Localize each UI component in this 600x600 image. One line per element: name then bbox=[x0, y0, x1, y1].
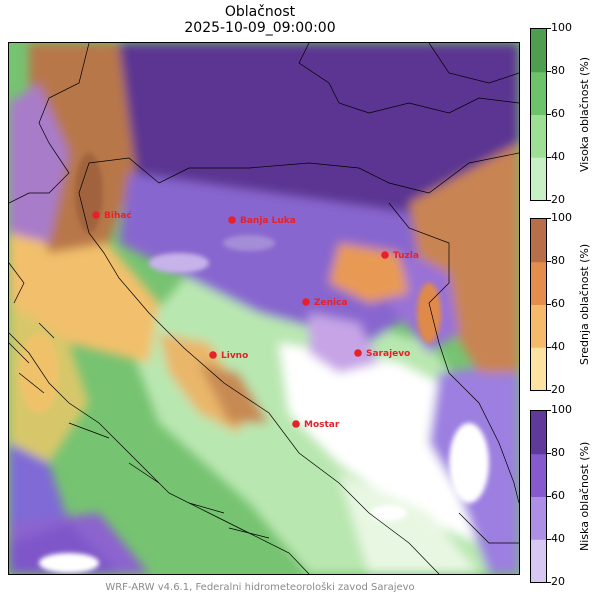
city-marker-sarajevo bbox=[354, 349, 362, 357]
colorbar-tick-label: 20 bbox=[551, 193, 565, 206]
colorbar-label: Visoka oblačnost (%) bbox=[578, 56, 591, 173]
colorbar-tick-label: 20 bbox=[551, 383, 565, 396]
colorbar-tick-label: 60 bbox=[551, 107, 565, 120]
colorbar-tick bbox=[547, 347, 551, 348]
colorbar-tick-label: 40 bbox=[551, 150, 565, 163]
colorbar-tick bbox=[547, 496, 551, 497]
city-label-bihać: Bihać bbox=[104, 210, 132, 221]
colorbar-tick-label: 40 bbox=[551, 532, 565, 545]
country-borders bbox=[9, 43, 519, 574]
colorbar-tick bbox=[547, 71, 551, 72]
colorbar-3 bbox=[530, 410, 547, 583]
colorbar-tick bbox=[547, 157, 551, 158]
cloud-cover-map: Bihać Banja Luka Tuzla Zenica Sarajevo Livno M… bbox=[8, 42, 520, 575]
model-credit: WRF-ARW v4.6.1, Federalni hidrometeorolo… bbox=[105, 582, 415, 593]
city-marker-zenica bbox=[302, 298, 310, 306]
colorbar-swatch bbox=[531, 219, 546, 263]
map-title: Oblačnost bbox=[224, 4, 296, 20]
colorbar-tick-label: 60 bbox=[551, 489, 565, 502]
city-label-tuzla: Tuzla bbox=[393, 251, 419, 261]
colorbar-tick bbox=[547, 410, 551, 411]
colorbar-tick-label: 40 bbox=[551, 340, 565, 353]
colorbar-swatch bbox=[531, 114, 546, 158]
map-timestamp: 2025-10-09_09:00:00 bbox=[184, 20, 336, 36]
colorbar-tick-label: 100 bbox=[551, 403, 572, 416]
city-label-livno: Livno bbox=[221, 351, 248, 361]
colorbar-swatch bbox=[531, 411, 546, 455]
colorbar-tick bbox=[547, 582, 551, 583]
city-label-sarajevo: Sarajevo bbox=[366, 349, 410, 359]
colorbar-tick-label: 60 bbox=[551, 297, 565, 310]
city-layer: Bihać Banja Luka Tuzla Zenica Sarajevo Livno M… bbox=[92, 210, 419, 430]
cloud-detail bbox=[19, 153, 489, 573]
city-label-zenica: Zenica bbox=[314, 298, 348, 308]
colorbar-label: Niska oblačnost (%) bbox=[578, 441, 591, 552]
city-marker-mostar bbox=[292, 420, 300, 428]
city-marker-tuzla bbox=[381, 251, 389, 259]
colorbar-swatch bbox=[531, 71, 546, 115]
colorbar-swatch bbox=[531, 304, 546, 348]
colorbar-tick bbox=[547, 200, 551, 201]
colorbar-tick-label: 80 bbox=[551, 446, 565, 459]
colorbar-tick bbox=[547, 261, 551, 262]
colorbar-tick-label: 80 bbox=[551, 254, 565, 267]
colorbar-tick bbox=[547, 390, 551, 391]
colorbar-swatch bbox=[531, 496, 546, 540]
colorbar-swatch bbox=[531, 453, 546, 497]
colorbar-tick-label: 100 bbox=[551, 211, 572, 224]
colorbar-tick-label: 20 bbox=[551, 575, 565, 588]
city-label-banja-luka: Banja Luka bbox=[240, 216, 296, 226]
colorbar-tick bbox=[547, 304, 551, 305]
colorbar-swatch bbox=[531, 157, 546, 200]
colorbar-tick bbox=[547, 453, 551, 454]
colorbar-tick-label: 100 bbox=[551, 21, 572, 34]
colorbar-swatch bbox=[531, 347, 546, 390]
colorbar-2 bbox=[530, 218, 547, 391]
city-marker-banja-luka bbox=[228, 216, 236, 224]
city-marker-livno bbox=[209, 351, 217, 359]
colorbar-tick bbox=[547, 539, 551, 540]
colorbar-swatch bbox=[531, 29, 546, 73]
colorbar-swatch bbox=[531, 261, 546, 305]
city-marker-bihać bbox=[92, 211, 100, 219]
city-label-mostar: Mostar bbox=[304, 420, 340, 430]
colorbar-tick-label: 80 bbox=[551, 64, 565, 77]
colorbar-tick bbox=[547, 218, 551, 219]
colorbar-tick bbox=[547, 114, 551, 115]
map-canvas: Bihać Banja Luka Tuzla Zenica Sarajevo Livno M… bbox=[9, 43, 519, 574]
colorbar-swatch bbox=[531, 539, 546, 582]
colorbar-tick bbox=[547, 28, 551, 29]
colorbar-1 bbox=[530, 28, 547, 201]
colorbar-label: Srednja oblačnost (%) bbox=[578, 243, 591, 366]
